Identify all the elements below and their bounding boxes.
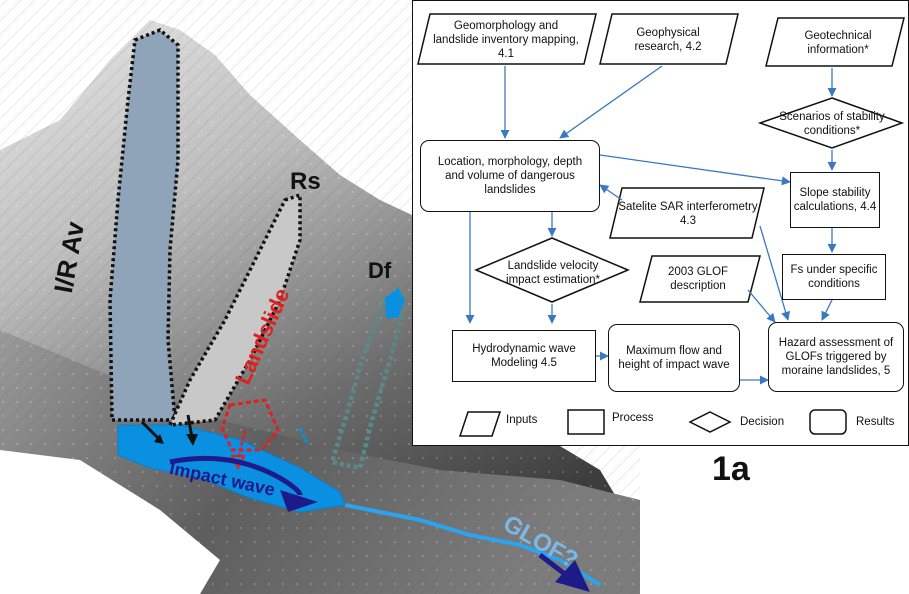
- input-geomorphology: Geomorphology and landslide inventory ma…: [433, 20, 579, 60]
- decision-velocity-shape: [474, 237, 630, 303]
- process-fs: Fs under specific conditions: [782, 254, 886, 300]
- arrow-geophys-to-location: [559, 65, 663, 139]
- landslide-outline: [220, 398, 280, 452]
- irav-arrowhead: [154, 434, 164, 444]
- process-location: Location, morphology, depth and volume o…: [420, 140, 600, 212]
- df-arrow: [298, 427, 310, 446]
- arrow-sar-to-location: [599, 184, 623, 201]
- input-geomorphology-shape: [417, 13, 597, 65]
- white-ground: [0, 450, 220, 594]
- input-glof2003: 2003 GLOF description: [667, 266, 729, 292]
- legend-input-shape: [458, 411, 502, 437]
- df-label: Df: [368, 258, 392, 283]
- legend-decision-shape: [688, 411, 732, 433]
- arrow-location-to-slope: [599, 154, 791, 186]
- rs-arrowhead: [186, 434, 198, 446]
- glacial-lake: [117, 424, 346, 513]
- input-glof2003-shape: [639, 255, 761, 303]
- process-max-flow: Maximum flow and height of impact wave: [608, 324, 740, 392]
- impact-wave-arrow: [169, 455, 303, 496]
- ir-av-zone: [108, 27, 180, 422]
- legend-results-shape: [809, 409, 847, 435]
- result-hazard: Hazard assessment of GLOFs triggered by …: [768, 322, 904, 392]
- legend-process-shape: [567, 409, 605, 435]
- decision-scenarios: Scenarios of stability conditions*: [779, 111, 885, 137]
- decision-scenarios-shape: [757, 97, 905, 149]
- input-sar-shape: [609, 187, 765, 239]
- irav-arrow: [140, 420, 162, 442]
- input-geophysical-shape: [599, 13, 739, 65]
- rs-zone: [167, 192, 302, 428]
- rs-label: Rs: [290, 168, 321, 195]
- legend-results-label: Results: [856, 416, 895, 428]
- input-geotechnical: Geotechnical information*: [804, 30, 872, 56]
- input-sar: Satelite SAR interferometry 4.3: [618, 201, 758, 227]
- impact-wave-arrowhead: [280, 490, 318, 512]
- legend-process-label: Process: [612, 412, 654, 424]
- process-hydrodynamic: Hydrodynamic wave Modeling 4.5: [452, 330, 596, 382]
- df-lake: [385, 288, 405, 318]
- flowchart-shapes: [417, 13, 905, 437]
- input-geophysical: Geophysical research, 4.2: [634, 27, 702, 53]
- arrow-glof-to-hazard: [747, 289, 776, 323]
- legend-inputs-label: Inputs: [506, 414, 538, 426]
- input-geotechnical-shape: [765, 17, 905, 67]
- arrow-fs-to-hazard: [821, 299, 833, 321]
- figure-label: 1a: [712, 450, 750, 488]
- process-slope-stability: Slope stability calculations, 4.4: [790, 172, 880, 228]
- arrow-sar-to-hazard: [759, 225, 791, 321]
- glof-arrowhead: [555, 560, 590, 592]
- legend-decision-label: Decision: [740, 416, 785, 428]
- river-channel: [344, 503, 602, 587]
- decision-velocity: Landslide velocity impact estimation*: [506, 260, 600, 286]
